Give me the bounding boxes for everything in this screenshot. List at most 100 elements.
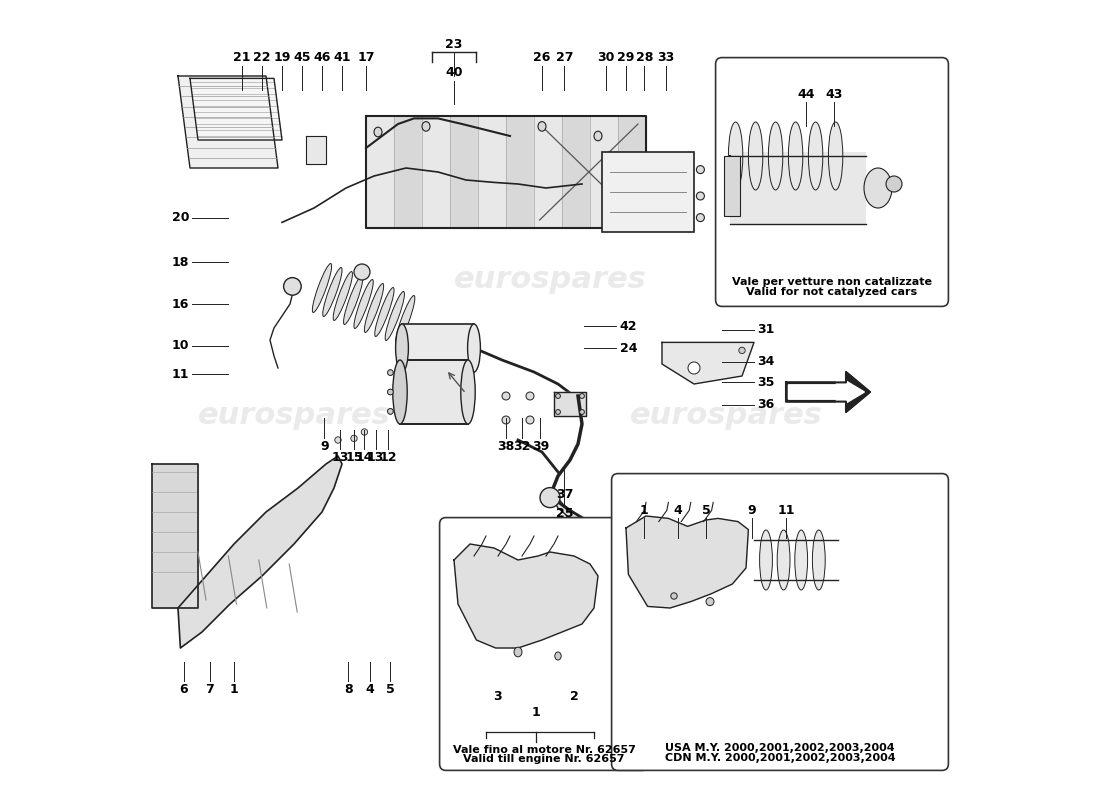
- Text: 12: 12: [379, 451, 397, 464]
- Text: 22: 22: [253, 51, 271, 64]
- Polygon shape: [422, 116, 450, 228]
- Text: 43: 43: [825, 88, 843, 101]
- Polygon shape: [550, 494, 600, 538]
- Text: 31: 31: [757, 323, 774, 336]
- Text: 9: 9: [320, 440, 329, 453]
- Text: 11: 11: [778, 504, 794, 517]
- Text: 28: 28: [636, 51, 653, 64]
- FancyBboxPatch shape: [612, 474, 948, 770]
- Ellipse shape: [374, 127, 382, 137]
- Polygon shape: [506, 116, 534, 228]
- Ellipse shape: [343, 275, 363, 325]
- Text: 46: 46: [314, 51, 331, 64]
- Text: 16: 16: [172, 298, 189, 310]
- Ellipse shape: [284, 278, 301, 295]
- Text: 6: 6: [179, 683, 188, 696]
- Text: 24: 24: [619, 342, 637, 354]
- Ellipse shape: [361, 429, 367, 435]
- Text: 1: 1: [230, 683, 239, 696]
- Text: Valid for not catalyzed cars: Valid for not catalyzed cars: [747, 287, 917, 297]
- Text: 1: 1: [640, 504, 649, 517]
- Text: 4: 4: [365, 683, 374, 696]
- Text: Valid till engine Nr. 62657: Valid till engine Nr. 62657: [463, 754, 625, 764]
- Text: 38: 38: [497, 440, 515, 453]
- Ellipse shape: [468, 324, 481, 372]
- Text: 26: 26: [534, 51, 551, 64]
- Text: 33: 33: [658, 51, 674, 64]
- Ellipse shape: [886, 176, 902, 192]
- Ellipse shape: [706, 598, 714, 606]
- Bar: [730, 152, 866, 224]
- Polygon shape: [454, 544, 598, 648]
- Ellipse shape: [354, 279, 373, 329]
- Ellipse shape: [696, 166, 704, 174]
- Text: 1: 1: [532, 706, 541, 718]
- Ellipse shape: [696, 214, 704, 222]
- Polygon shape: [626, 516, 748, 608]
- Polygon shape: [618, 116, 646, 228]
- Ellipse shape: [580, 394, 584, 398]
- Text: 2: 2: [570, 690, 579, 702]
- Polygon shape: [478, 116, 506, 228]
- Ellipse shape: [580, 410, 584, 414]
- Text: 4: 4: [673, 504, 682, 517]
- Text: 14: 14: [355, 451, 373, 464]
- Ellipse shape: [387, 389, 393, 395]
- Ellipse shape: [364, 283, 384, 333]
- Ellipse shape: [387, 389, 393, 395]
- Text: 39: 39: [531, 440, 549, 453]
- Text: 35: 35: [757, 376, 774, 389]
- Text: 30: 30: [597, 51, 615, 64]
- Ellipse shape: [351, 435, 358, 442]
- Text: 7: 7: [206, 683, 214, 696]
- Text: 42: 42: [619, 320, 637, 333]
- Ellipse shape: [354, 264, 370, 280]
- Polygon shape: [662, 342, 754, 384]
- Polygon shape: [152, 464, 198, 608]
- Text: eurospares: eurospares: [629, 402, 823, 430]
- Text: 17: 17: [358, 51, 375, 64]
- Ellipse shape: [502, 392, 510, 400]
- Text: eurospares: eurospares: [198, 402, 390, 430]
- Text: 34: 34: [757, 355, 774, 368]
- Text: 45: 45: [294, 51, 310, 64]
- Bar: [402, 324, 474, 372]
- Ellipse shape: [671, 593, 678, 599]
- Polygon shape: [306, 136, 326, 164]
- Text: 20: 20: [172, 211, 189, 224]
- Text: 8: 8: [344, 683, 353, 696]
- Ellipse shape: [739, 347, 745, 354]
- Text: 21: 21: [233, 51, 251, 64]
- Text: 13: 13: [367, 451, 384, 464]
- Ellipse shape: [333, 271, 352, 321]
- Ellipse shape: [385, 291, 405, 341]
- Ellipse shape: [387, 409, 393, 414]
- Bar: [602, 152, 694, 232]
- Text: 36: 36: [758, 398, 774, 411]
- Ellipse shape: [828, 122, 843, 190]
- Text: 13: 13: [332, 451, 349, 464]
- Ellipse shape: [514, 647, 522, 657]
- Polygon shape: [786, 372, 870, 412]
- Text: 15: 15: [345, 451, 363, 464]
- Ellipse shape: [526, 392, 534, 400]
- Ellipse shape: [748, 122, 762, 190]
- Ellipse shape: [556, 394, 560, 398]
- Polygon shape: [178, 76, 278, 168]
- Text: 19: 19: [273, 51, 290, 64]
- Text: 32: 32: [514, 440, 530, 453]
- Ellipse shape: [789, 122, 803, 190]
- Ellipse shape: [554, 652, 561, 660]
- Text: 5: 5: [702, 504, 711, 517]
- Polygon shape: [178, 456, 342, 648]
- Text: CDN M.Y. 2000,2001,2002,2003,2004: CDN M.Y. 2000,2001,2002,2003,2004: [664, 753, 895, 762]
- Ellipse shape: [526, 416, 534, 424]
- Ellipse shape: [387, 370, 393, 375]
- FancyBboxPatch shape: [716, 58, 948, 306]
- Bar: [400, 360, 468, 424]
- Polygon shape: [190, 78, 282, 140]
- Text: 11: 11: [172, 368, 189, 381]
- Text: eurospares: eurospares: [453, 266, 647, 294]
- Ellipse shape: [538, 122, 546, 131]
- Text: Vale per vetture non catalizzate: Vale per vetture non catalizzate: [732, 278, 932, 287]
